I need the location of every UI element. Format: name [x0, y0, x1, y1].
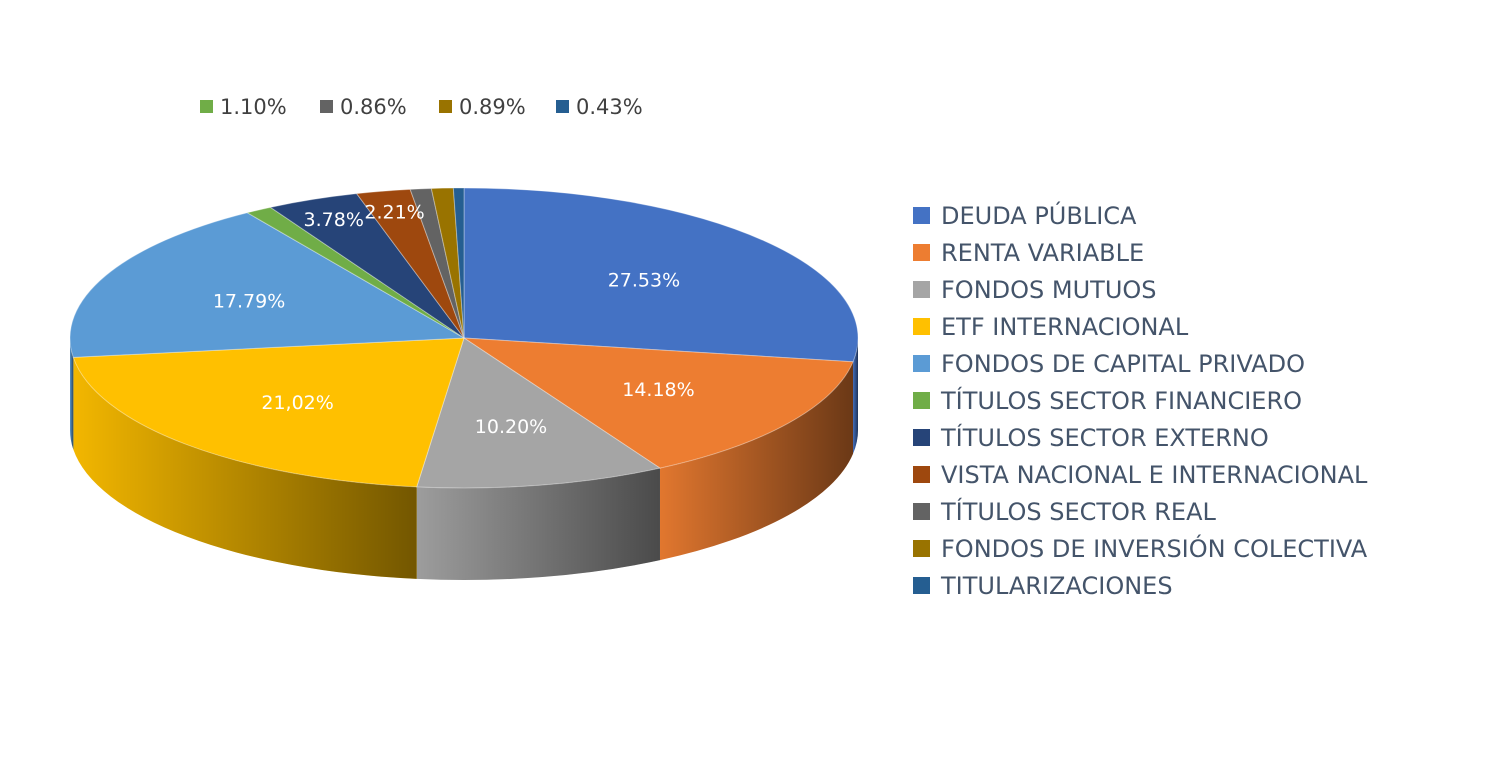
legend: DEUDA PÚBLICA RENTA VARIABLE FONDOS MUTUOS… [913, 200, 1368, 600]
legend-swatch-titularizaciones [913, 577, 930, 594]
legend-swatch-fondos-de-inversion-colectiva [913, 540, 930, 557]
small-legend-item-3: 0.43% [576, 95, 643, 119]
legend-item-deuda-publica: DEUDA PÚBLICA [941, 200, 1137, 230]
legend-item-titulos-sector-real: TÍTULOS SECTOR REAL [940, 497, 1217, 526]
data-label-renta-variable: 14.18% [622, 379, 694, 401]
side-shade-deuda-publica [853, 338, 858, 454]
data-label-deuda-publica: 27.53% [608, 270, 680, 292]
slice-etf-internacional [72, 337, 465, 488]
legend-item-vista-nacional-e-internacional: VISTA NACIONAL E INTERNACIONAL [941, 461, 1368, 489]
slice-renta-variable [462, 337, 854, 469]
side-shade-etf-internacional [73, 357, 417, 579]
legend-swatch-etf-internacional [913, 318, 930, 335]
small-values-legend: 1.10% 0.86% 0.89% 0.43% [200, 95, 643, 119]
legend-item-etf-internacional: ETF INTERNACIONAL [941, 313, 1189, 341]
side-shade-fondos-de-capital-privado [70, 338, 74, 450]
pie-side-walls [70, 338, 858, 581]
legend-swatch-fondos-mutuos [913, 281, 930, 298]
slice-fondos-mutuos [416, 337, 662, 489]
slice-titulos-sector-real [409, 188, 465, 339]
slice-titularizaciones [452, 187, 465, 339]
small-legend-item-0: 1.10% [220, 95, 287, 119]
small-legend-item-2: 0.89% [459, 95, 526, 119]
data-label-fondos-mutuos: 10.20% [475, 416, 547, 438]
legend-item-titulos-sector-financiero: TÍTULOS SECTOR FINANCIERO [940, 386, 1302, 415]
legend-swatch-titulos-sector-externo [913, 429, 930, 446]
legend-swatch-renta-variable [913, 244, 930, 261]
legend-item-renta-variable: RENTA VARIABLE [941, 239, 1144, 267]
data-label-fondos-de-capital-privado: 17.79% [213, 291, 285, 313]
legend-swatch-fondos-de-capital-privado [913, 355, 930, 372]
legend-item-fondos-de-capital-privado: FONDOS DE CAPITAL PRIVADO [941, 350, 1305, 378]
legend-item-fondos-mutuos: FONDOS MUTUOS [941, 276, 1157, 304]
slice-deuda-publica [463, 187, 859, 363]
legend-swatch-deuda-publica [913, 207, 930, 224]
slice-titulos-sector-financiero [245, 206, 465, 339]
pie-data-labels: 27.53% 14.18% 10.20% 21,02% 17.79% 3.78% 2.21% [213, 202, 695, 438]
legend-item-fondos-de-inversion-colectiva: FONDOS DE INVERSIÓN COLECTIVA [941, 533, 1368, 563]
legend-item-titulos-sector-externo: TÍTULOS SECTOR EXTERNO [940, 423, 1269, 452]
data-label-vista-nacional-e-internacional: 2.21% [364, 202, 424, 224]
small-legend-swatch-1 [320, 100, 333, 113]
small-legend-swatch-3 [556, 100, 569, 113]
slice-fondos-de-capital-privado [69, 212, 466, 358]
legend-swatch-vista-nacional-e-internacional [913, 466, 930, 483]
slice-titulos-sector-externo [269, 193, 465, 339]
small-legend-item-1: 0.86% [340, 95, 407, 119]
side-shade-fondos-mutuos [416, 468, 660, 581]
side-shade-renta-variable [659, 361, 854, 561]
legend-item-titularizaciones: TITULARIZACIONES [940, 572, 1173, 600]
legend-swatch-titulos-sector-real [913, 503, 930, 520]
pie-slices [69, 187, 859, 489]
data-label-titulos-sector-externo: 3.78% [304, 209, 364, 231]
small-legend-swatch-2 [439, 100, 452, 113]
legend-swatch-titulos-sector-financiero [913, 392, 930, 409]
data-label-etf-internacional: 21,02% [261, 392, 333, 414]
slice-vista-nacional-e-internacional [355, 188, 465, 339]
small-legend-swatch-0 [200, 100, 213, 113]
slice-fondos-de-inversion-colectiva [430, 187, 465, 339]
